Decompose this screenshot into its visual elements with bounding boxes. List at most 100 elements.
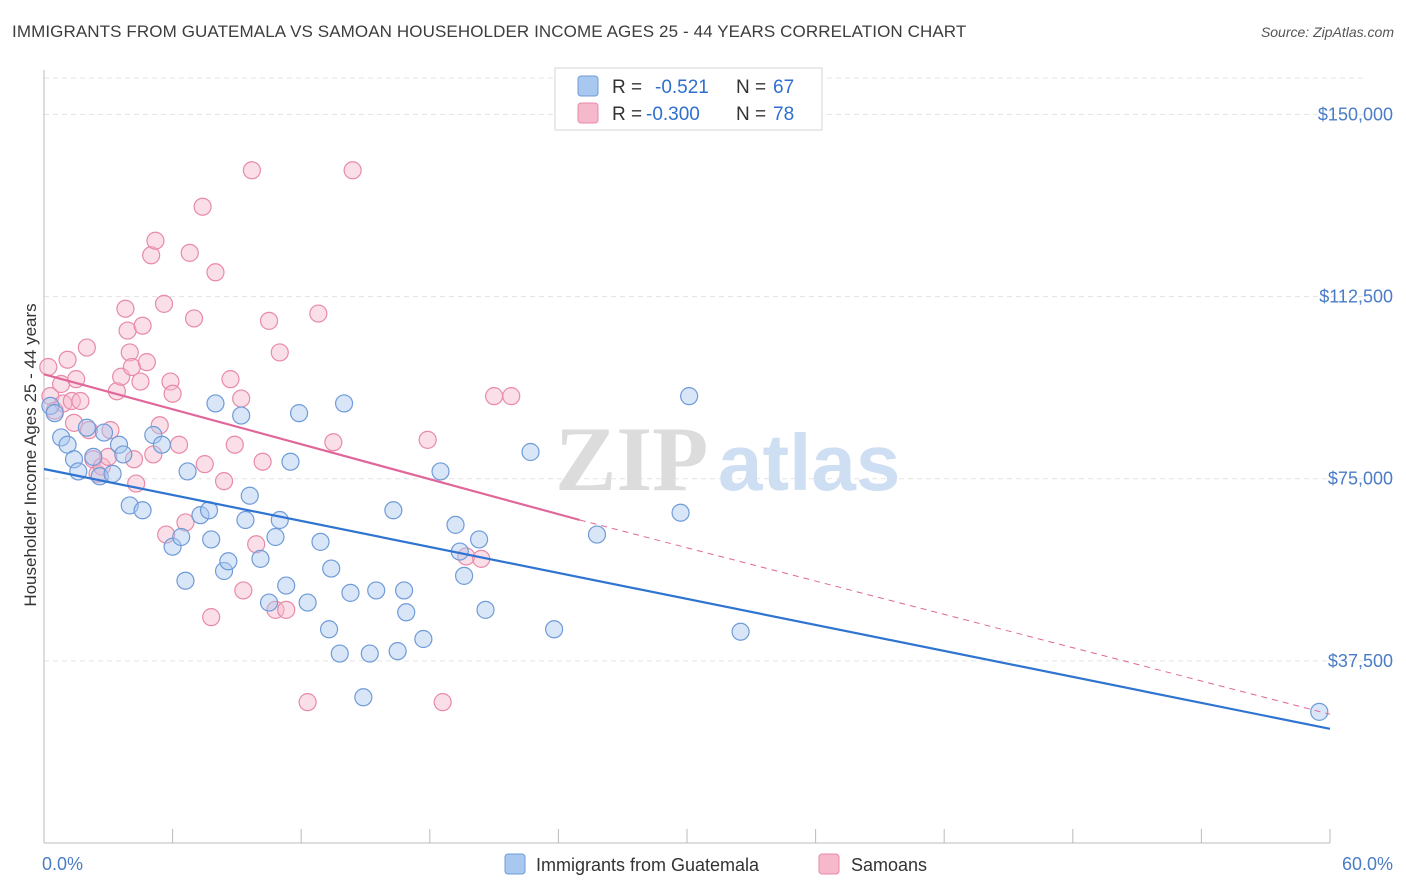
- guatemala-point: [341, 583, 360, 602]
- legend-swatch-blue: [577, 75, 599, 97]
- y-axis-label: Householder Income Ages 25 - 44 years: [21, 303, 40, 606]
- guatemala-trend-line: [43, 467, 1331, 730]
- samoans-point: [77, 338, 96, 357]
- samoans-point: [202, 608, 221, 627]
- samoans-point: [124, 450, 144, 469]
- y-tick-label: $150,000: [1318, 104, 1393, 124]
- samoans-trend-extension: [579, 519, 1331, 715]
- guatemala-point: [671, 503, 690, 522]
- samoans-point: [169, 435, 189, 454]
- samoans-point: [259, 311, 279, 330]
- y-tick-label: $37,500: [1328, 651, 1393, 671]
- guatemala-point: [469, 530, 489, 549]
- watermark-zip: ZIP: [555, 408, 708, 510]
- chart-title: IMMIGRANTS FROM GUATEMALA VS SAMOAN HOUS…: [12, 22, 967, 41]
- samoans-point: [131, 372, 150, 391]
- guatemala-point: [476, 600, 495, 619]
- samoans-point: [206, 263, 225, 282]
- samoans-point: [502, 387, 521, 406]
- guatemala-point: [680, 387, 699, 406]
- y-tick-label: $75,000: [1328, 469, 1393, 489]
- guatemala-point: [330, 644, 349, 663]
- samoans-point: [298, 693, 317, 712]
- samoans-point: [418, 430, 437, 449]
- guatemala-point: [176, 571, 195, 590]
- guatemala-point: [322, 559, 341, 578]
- guatemala-points: [41, 387, 1329, 721]
- legend-n-label-1: N =: [736, 77, 766, 98]
- samoans-point: [142, 246, 161, 265]
- guatemala-point: [545, 620, 564, 639]
- legend-r-value-1: -0.521: [655, 77, 709, 98]
- bottom-legend-swatch-pink: [818, 853, 840, 875]
- legend-r-label-2: R =: [612, 104, 642, 125]
- guatemala-point: [298, 593, 317, 612]
- samoans-point: [433, 693, 452, 712]
- legend-r-label-1: R =: [612, 77, 642, 98]
- samoans-point: [270, 343, 289, 362]
- samoans-points: [39, 161, 521, 712]
- guatemala-point: [388, 642, 407, 661]
- samoans-point: [232, 389, 251, 408]
- guatemala-point: [454, 566, 474, 585]
- guatemala-point: [172, 527, 191, 547]
- samoans-point: [214, 472, 234, 491]
- guatemala-point: [521, 442, 540, 462]
- guatemala-point: [84, 447, 103, 466]
- guatemala-point: [206, 394, 225, 413]
- guatemala-point: [414, 629, 433, 649]
- x-tick-min: 0.0%: [42, 854, 83, 874]
- guatemala-point: [52, 428, 71, 447]
- bottom-legend-label-guatemala: Immigrants from Guatemala: [536, 855, 760, 875]
- samoans-point: [163, 384, 182, 403]
- samoans-point: [120, 343, 139, 362]
- guatemala-point: [731, 622, 750, 641]
- trend-lines: [43, 373, 1331, 730]
- guatemala-point: [236, 510, 255, 530]
- samoans-point: [253, 452, 272, 471]
- samoans-point: [118, 321, 137, 340]
- samoans-point: [180, 243, 199, 262]
- guatemala-point: [103, 464, 122, 483]
- samoans-point: [234, 581, 253, 600]
- guatemala-point: [214, 561, 234, 581]
- legend-n-label-2: N =: [736, 104, 766, 125]
- guatemala-point: [289, 404, 309, 423]
- watermark-atlas: atlas: [718, 418, 900, 507]
- samoans-point: [137, 353, 156, 372]
- guatemala-point: [240, 486, 259, 505]
- guatemala-point: [202, 530, 221, 549]
- samoans-point: [324, 433, 343, 452]
- samoans-point: [79, 421, 99, 440]
- guatemala-point: [266, 527, 285, 547]
- grid-lines: [44, 77, 1366, 662]
- guatemala-point: [64, 450, 84, 469]
- guatemala-point: [109, 435, 129, 454]
- samoans-point: [343, 161, 362, 180]
- samoans-point: [39, 357, 58, 377]
- guatemala-point: [587, 525, 607, 544]
- samoans-point: [277, 600, 296, 619]
- source-label: Source: ZipAtlas.com: [1260, 24, 1394, 40]
- guatemala-point: [367, 581, 386, 600]
- samoans-point: [146, 231, 165, 250]
- guatemala-point: [251, 549, 270, 568]
- samoans-point: [266, 600, 285, 619]
- guatemala-point: [191, 506, 210, 525]
- guatemala-point: [319, 620, 339, 639]
- samoans-point: [99, 447, 118, 466]
- samoans-point: [247, 535, 266, 554]
- guatemala-point: [94, 423, 114, 442]
- bottom-legend-swatch-blue: [504, 853, 526, 875]
- samoans-point: [154, 294, 174, 313]
- guatemala-point: [311, 532, 330, 551]
- samoans-point: [71, 391, 90, 411]
- samoans-point: [225, 435, 244, 454]
- axes: [43, 70, 1331, 844]
- legend-r-value-2: -0.300: [646, 104, 700, 125]
- samoans-point: [133, 316, 152, 335]
- guatemala-point: [259, 593, 279, 612]
- guatemala-point: [270, 510, 289, 530]
- legend-n-value-2: 78: [773, 104, 794, 125]
